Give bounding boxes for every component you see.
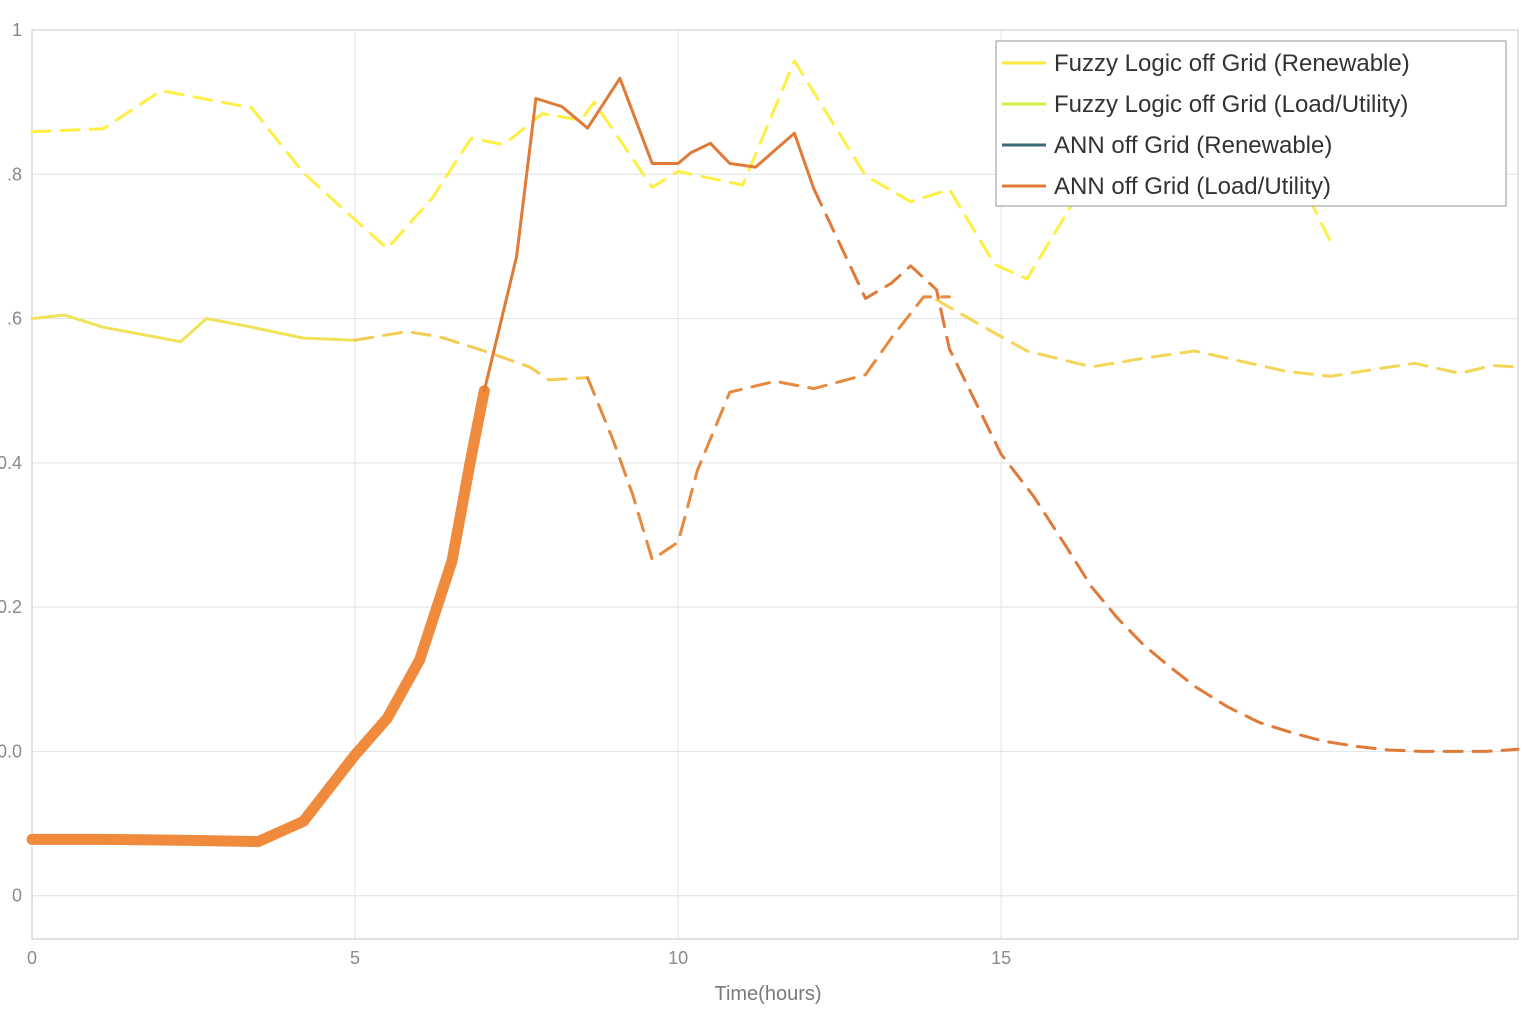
x-axis-title: Time(hours) [714,983,821,1005]
series-line-2 [30,313,357,344]
legend: Fuzzy Logic off Grid (Renewable) Fuzzy Lo… [995,40,1507,207]
series-line-4 [935,298,1520,378]
y-tick-label: 1 [12,20,22,40]
series-line-8 [586,295,951,561]
x-tick-label: 15 [991,948,1011,968]
legend-box [995,40,1507,207]
y-tick-label: 0 [12,886,22,906]
series-line-7 [812,187,1520,753]
series-line-5 [26,385,490,848]
x-tick-label: 5 [350,948,360,968]
x-tick-label: 0 [27,948,37,968]
y-tick-label: .8 [7,164,22,184]
series-line-6 [482,76,816,393]
y-tick-label: 0.4 [0,453,22,473]
legend-label: Fuzzy Logic off Grid (Load/Utility) [1054,91,1408,118]
legend-label: ANN off Grid (Load/Utility) [1054,173,1331,200]
y-tick-label: .6 [7,309,22,329]
legend-label: Fuzzy Logic off Grid (Renewable) [1054,50,1410,77]
plot-frame [31,29,1519,940]
x-tick-label: 10 [668,948,688,968]
y-tick-label: 0.0 [0,741,22,761]
legend-label: ANN off Grid (Renewable) [1054,132,1332,159]
series-layer [26,59,1520,848]
series-line-3 [353,330,590,382]
tick-labels: 0 5 10 15 0 0.0 0.2 0.4 .6 .8 1 [0,20,1011,968]
y-tick-label: 0.2 [0,597,22,617]
